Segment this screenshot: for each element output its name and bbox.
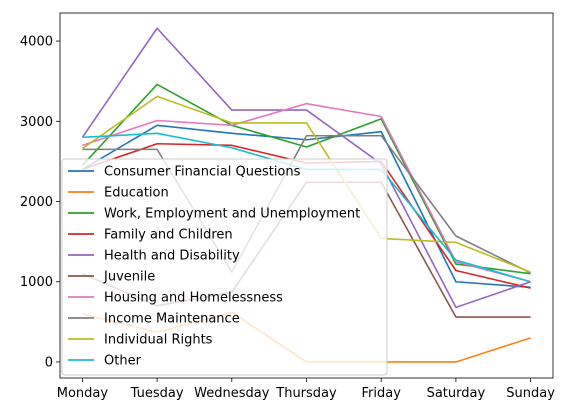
- x-tick-label: Friday: [361, 386, 401, 401]
- legend-label: Education: [104, 186, 169, 201]
- series-line-6: [82, 102, 531, 283]
- series-line-2: [81, 83, 531, 275]
- y-tick-label: 0: [45, 355, 53, 370]
- legend-label: Housing and Homelessness: [104, 291, 283, 306]
- x-tick-label: Wednesday: [194, 386, 270, 401]
- x-axis: Monday Tuesday Wednesday Thursday Friday Satu…: [57, 378, 555, 401]
- x-tick-label: Saturday: [427, 386, 486, 401]
- legend-label: Health and Disability: [104, 249, 240, 264]
- legend-label: Work, Employment and Unemployment: [104, 207, 360, 222]
- y-tick-label: 1000: [20, 275, 53, 290]
- series-line-0: [82, 124, 531, 289]
- series-line-7: [82, 134, 531, 274]
- legend-label: Family and Children: [104, 228, 233, 243]
- legend-label: Individual Rights: [104, 333, 213, 348]
- series-line-8: [81, 95, 531, 273]
- legend-label: Income Maintenance: [104, 312, 240, 327]
- legend-label: Other: [104, 354, 142, 369]
- x-tick-label: Sunday: [506, 386, 555, 401]
- y-axis: 0 1000 2000 3000 4000: [20, 35, 60, 370]
- series-line-4: [81, 27, 531, 309]
- legend-box: [61, 158, 388, 376]
- x-tick-label: Tuesday: [130, 386, 184, 401]
- x-tick-label: Monday: [57, 386, 109, 401]
- x-tick-label: Thursday: [275, 386, 337, 401]
- legend-label: Juvenile: [103, 270, 155, 285]
- y-tick-label: 2000: [20, 195, 53, 210]
- legend: Consumer Financial Questions Education Wor…: [61, 158, 388, 376]
- y-tick-label: 3000: [20, 115, 53, 130]
- y-tick-label: 4000: [20, 35, 53, 50]
- legend-label: Consumer Financial Questions: [104, 165, 301, 180]
